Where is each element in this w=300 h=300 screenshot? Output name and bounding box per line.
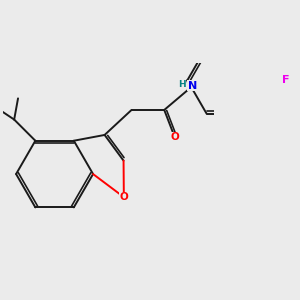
Text: O: O (119, 192, 128, 202)
Text: F: F (282, 75, 290, 85)
Text: O: O (170, 132, 179, 142)
Text: N: N (188, 81, 197, 91)
Text: H: H (178, 80, 186, 89)
